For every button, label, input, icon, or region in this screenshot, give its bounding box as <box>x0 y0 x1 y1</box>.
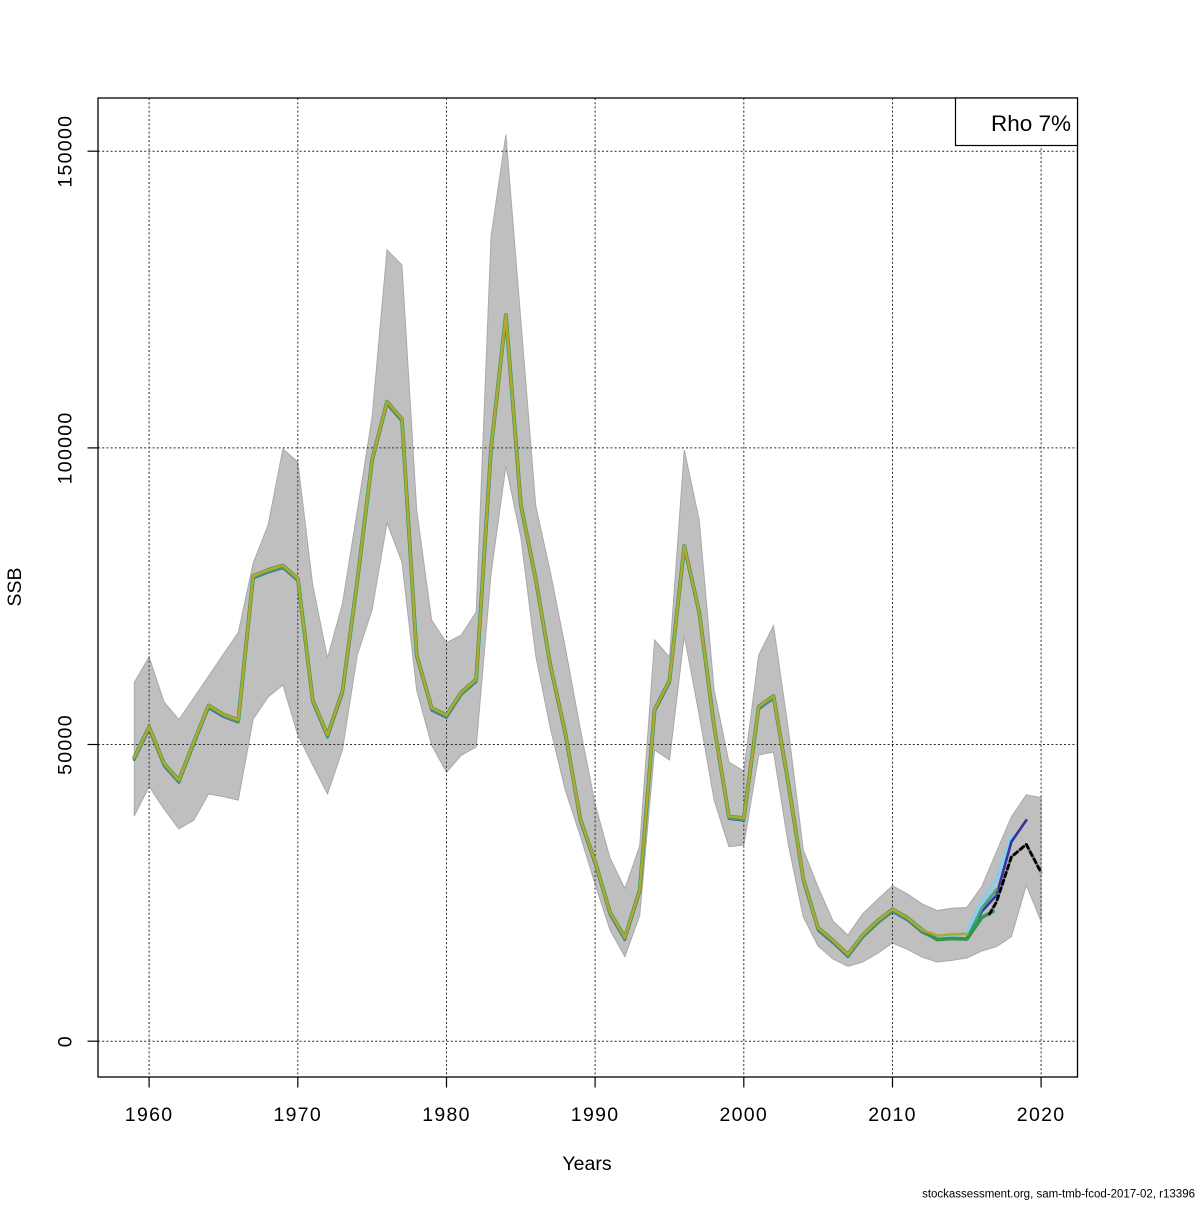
svg-text:1970: 1970 <box>274 1104 323 1126</box>
svg-text:2020: 2020 <box>1017 1104 1066 1126</box>
svg-text:1960: 1960 <box>125 1104 174 1126</box>
svg-text:150000: 150000 <box>55 115 77 188</box>
svg-text:stockassessment.org, sam-tmb-f: stockassessment.org, sam-tmb-fcod-2017-0… <box>922 1189 1195 1201</box>
svg-text:SSB: SSB <box>4 567 26 606</box>
svg-text:0: 0 <box>55 1035 77 1047</box>
svg-text:2010: 2010 <box>868 1104 917 1126</box>
svg-text:1980: 1980 <box>422 1104 471 1126</box>
svg-text:50000: 50000 <box>55 714 77 775</box>
svg-text:Rho 7%: Rho 7% <box>991 111 1071 136</box>
svg-text:1990: 1990 <box>571 1104 620 1126</box>
svg-text:2000: 2000 <box>720 1104 769 1126</box>
svg-text:100000: 100000 <box>55 411 77 484</box>
svg-text:Years: Years <box>562 1153 611 1175</box>
